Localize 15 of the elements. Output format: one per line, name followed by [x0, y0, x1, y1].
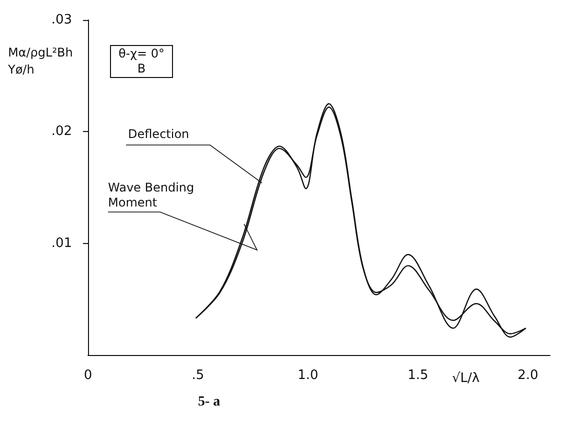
x-tick-label: .5: [192, 368, 204, 383]
x-tick-label: 0: [84, 368, 92, 383]
text: Deflection: [128, 127, 190, 141]
x-tick-label: 1.0: [298, 368, 318, 383]
text: Wave Bending Moment: [108, 180, 194, 210]
x-tick-label: 2.0: [518, 368, 538, 383]
y-tick-label: .03: [51, 12, 72, 28]
x-tick-label: 1.5: [408, 368, 428, 383]
y-tick-label: .01: [51, 236, 72, 251]
y-tick-label: .02: [51, 124, 72, 140]
annotation: B: [137, 62, 146, 76]
annotation: θ-χ= 0°: [118, 46, 165, 60]
x-axis-title: √L/λ: [452, 371, 480, 386]
y-axis-title: Mα/ρgL²Bh Yø/h: [7, 46, 73, 76]
text: 5- a: [198, 394, 220, 410]
